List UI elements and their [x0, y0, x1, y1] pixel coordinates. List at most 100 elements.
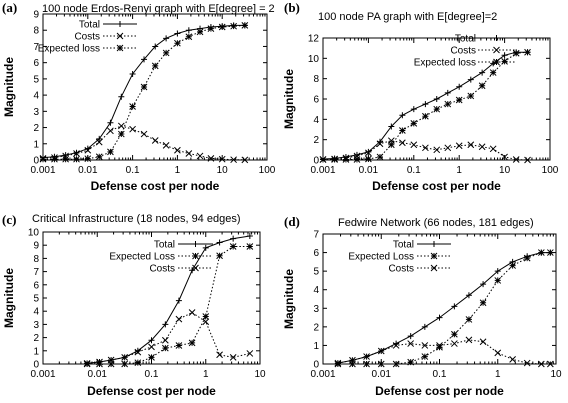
data-point	[51, 155, 58, 163]
series-line	[42, 125, 245, 161]
legend-label: Total	[455, 34, 476, 45]
y-tick-label: 2	[33, 333, 39, 344]
x-axis-label: Defense cost per node	[91, 179, 220, 193]
data-point	[422, 101, 429, 108]
x-tick-label: 0.001	[30, 165, 55, 176]
data-point	[407, 333, 414, 340]
x-tick-label: 0.01	[372, 369, 392, 380]
y-tick-label: 1	[33, 346, 39, 357]
x-tick-label: 0.01	[359, 165, 379, 176]
data-point	[141, 56, 148, 63]
legend-marker	[430, 252, 438, 260]
y-tick-label: 6	[313, 95, 319, 106]
plot-frame	[42, 13, 268, 161]
y-tick-label: 1	[313, 341, 319, 352]
data-point	[433, 105, 441, 113]
data-point	[501, 52, 508, 59]
x-tick-label: 10	[254, 369, 266, 380]
data-point	[467, 92, 475, 100]
data-point	[241, 22, 249, 29]
legend-marker	[493, 58, 500, 66]
legend-marker	[192, 241, 199, 247]
legend-entry: Expected Loss	[348, 252, 451, 263]
data-point	[163, 35, 170, 42]
data-point	[174, 146, 181, 154]
legend-label: Costs	[388, 264, 414, 275]
data-point	[537, 360, 545, 368]
y-tick-label: 7	[313, 230, 319, 241]
data-point	[216, 252, 223, 260]
y-tick-label: 1	[33, 139, 39, 150]
legend-marker	[493, 46, 500, 54]
data-point	[456, 83, 463, 90]
x-tick-label: 0.01	[78, 165, 98, 176]
panel-label: (b)	[284, 0, 300, 15]
data-point	[512, 49, 520, 57]
data-point	[230, 235, 237, 242]
y-tick-label: 6	[33, 280, 39, 291]
data-point	[188, 309, 196, 316]
series-line	[337, 252, 551, 365]
data-point	[96, 360, 103, 368]
y-tick-label: 6	[313, 248, 319, 259]
data-point	[479, 69, 486, 76]
data-point	[84, 146, 92, 154]
data-point	[392, 342, 400, 349]
data-point	[140, 83, 148, 91]
y-tick-label: 7	[33, 267, 39, 278]
data-point	[410, 106, 417, 113]
data-point	[455, 96, 463, 104]
data-point	[83, 359, 91, 367]
legend-label: Expected loss	[38, 44, 100, 55]
y-tick-label: 12	[308, 34, 320, 45]
series-costs	[334, 336, 554, 368]
legend-entry: Expected Loss	[109, 252, 213, 263]
legend-label: Costs	[74, 32, 100, 43]
data-point	[175, 315, 183, 323]
y-tick-label: 2	[313, 322, 319, 333]
data-point	[365, 148, 372, 155]
series-line	[337, 339, 551, 365]
data-point	[376, 153, 384, 161]
data-point	[392, 360, 400, 368]
data-point	[331, 156, 338, 163]
data-point	[207, 25, 215, 32]
y-axis-label: Magnitude	[2, 268, 16, 328]
data-point	[96, 135, 103, 142]
data-point	[376, 140, 384, 148]
y-tick-label: 2	[313, 135, 319, 146]
chart-panel-3: (c) Critical Infrastructure (18 nodes, 94…	[2, 212, 266, 398]
y-tick-label: 4	[33, 307, 39, 318]
y-tick-label: 8	[33, 26, 39, 37]
x-tick-label: 1	[175, 165, 181, 176]
y-tick-label: 4	[313, 285, 319, 296]
x-tick-label: 10	[499, 165, 511, 176]
data-point	[162, 142, 170, 149]
data-point	[444, 144, 452, 152]
data-point	[117, 130, 125, 138]
data-point	[95, 153, 103, 161]
data-point	[185, 33, 193, 41]
y-tick-label: 5	[33, 74, 39, 85]
legend-label: Total	[154, 240, 175, 251]
data-point	[479, 338, 487, 346]
data-point	[436, 343, 443, 351]
data-point	[478, 82, 486, 90]
data-point	[188, 339, 196, 347]
chart-panel-2: (b) 100 node PA graph with E[degree]=2 0 2 4…	[282, 0, 559, 193]
y-tick-label: 2	[33, 123, 39, 134]
data-point	[185, 27, 192, 34]
legend-marker	[493, 35, 500, 41]
series-costs	[83, 309, 254, 367]
data-point	[174, 39, 181, 47]
data-point	[39, 155, 47, 163]
legend-entry: Total	[393, 240, 451, 251]
data-point	[388, 123, 395, 130]
x-tick-label: 0.1	[407, 165, 421, 176]
y-axis-label: Magnitude	[282, 69, 296, 129]
data-point	[151, 137, 159, 144]
data-point	[107, 119, 114, 126]
data-point	[161, 344, 169, 352]
data-point	[148, 354, 155, 361]
legend-entry: Expected loss	[38, 44, 137, 55]
